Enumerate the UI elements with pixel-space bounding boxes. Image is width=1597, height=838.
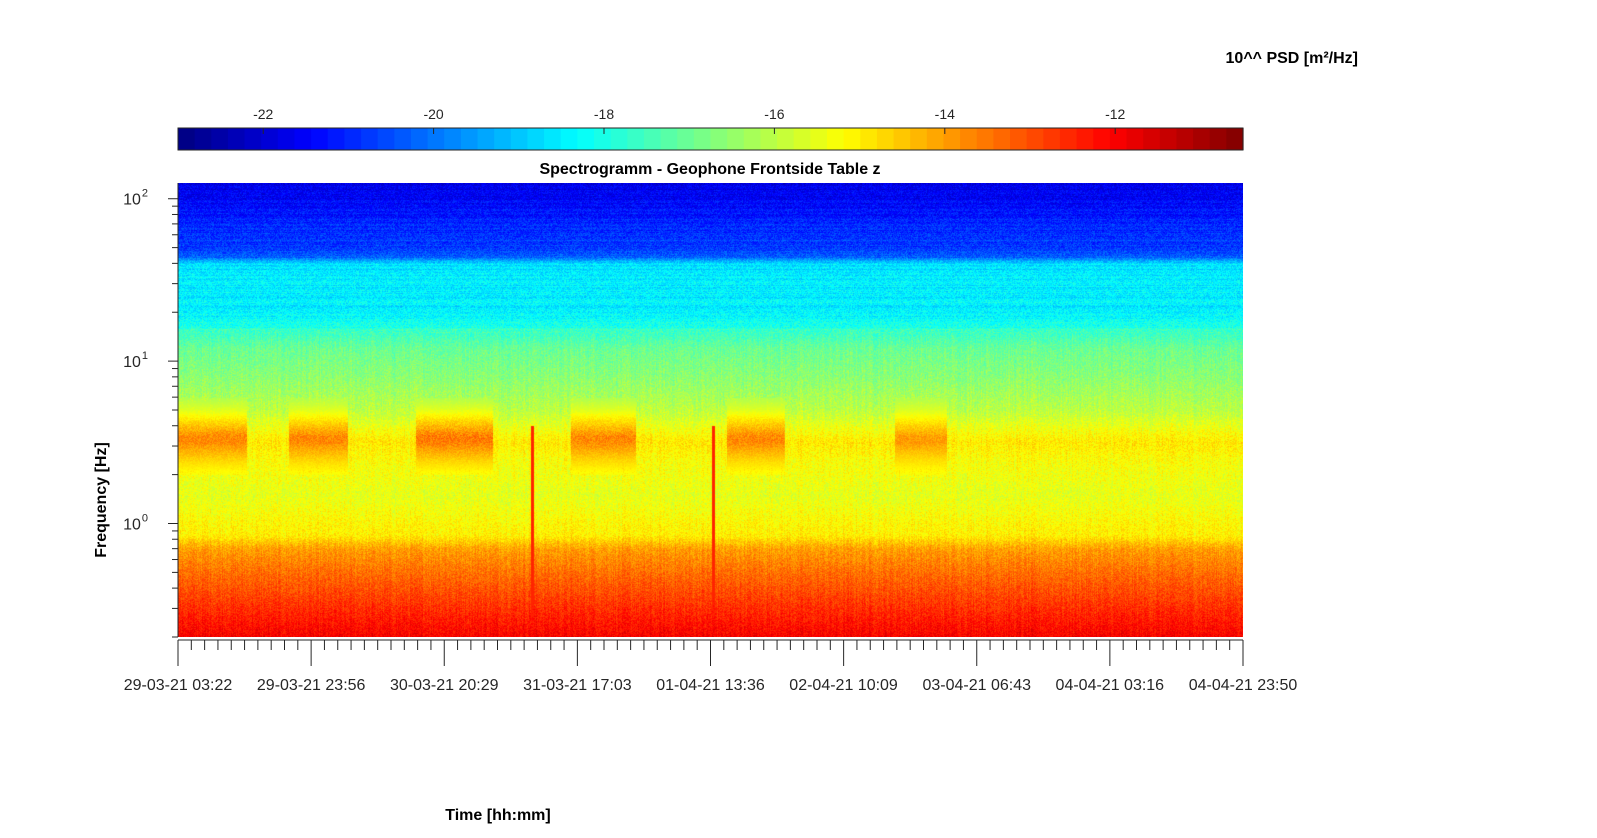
colorbar-swatch (427, 128, 445, 150)
colorbar-swatch (261, 128, 279, 150)
colorbar-swatch (1059, 128, 1078, 150)
colorbar-swatch (327, 128, 346, 150)
colorbar-swatch (1176, 128, 1194, 150)
colorbar-tick-label: -20 (423, 106, 443, 122)
colorbar-label: 10^^ PSD [m²/Hz] (1226, 50, 1358, 67)
colorbar-swatch (1093, 128, 1111, 150)
colorbar-swatch (960, 128, 978, 150)
colorbar-swatch (760, 128, 778, 150)
colorbar-swatch (361, 128, 379, 150)
colorbar-swatch (743, 128, 762, 150)
colorbar-swatch (244, 128, 262, 150)
colorbar-swatch (544, 128, 562, 150)
colorbar-tick-label: -14 (935, 106, 955, 122)
colorbar-swatch (810, 128, 828, 150)
colorbar-swatch (843, 128, 861, 150)
colorbar-swatch (410, 128, 429, 150)
colorbar-swatch (1076, 128, 1094, 150)
colorbar-swatch (693, 128, 712, 150)
colorbar-swatch (294, 128, 312, 150)
chart-title: Spectrogramm - Geophone Frontside Table … (539, 161, 880, 178)
colorbar-swatch (194, 128, 212, 150)
colorbar-swatch (394, 128, 412, 150)
x-tick-label: 02-04-21 10:09 (789, 677, 898, 694)
colorbar-swatch (943, 128, 961, 150)
x-tick-label: 30-03-21 20:29 (390, 677, 499, 694)
colorbar-swatch (993, 128, 1011, 150)
colorbar-swatch (227, 128, 246, 150)
colorbar-swatch (377, 128, 395, 150)
colorbar-swatch (660, 128, 678, 150)
colorbar-swatch (1026, 128, 1044, 150)
colorbar-tick-label: -18 (594, 106, 614, 122)
y-tick-label: 102 (123, 188, 148, 209)
colorbar-swatch (510, 128, 529, 150)
colorbar-swatch (976, 128, 994, 150)
colorbar-swatch (527, 128, 545, 150)
colorbar-swatch (893, 128, 911, 150)
colorbar-swatch (777, 128, 795, 150)
colorbar-swatch (460, 128, 479, 150)
colorbar-swatch (876, 128, 895, 150)
x-tick-label: 31-03-21 17:03 (523, 677, 632, 694)
x-tick-label: 01-04-21 13:36 (656, 677, 765, 694)
y-axis: 100 101 102 (123, 183, 179, 638)
colorbar-swatch (444, 128, 462, 150)
x-tick-label: 29-03-21 23:56 (257, 677, 366, 694)
colorbar-swatch (560, 128, 578, 150)
colorbar-swatch (577, 128, 595, 150)
colorbar-swatch (277, 128, 296, 150)
colorbar-swatch (1109, 128, 1128, 150)
colorbar-ticks: -22 -20 -18 -16 -14 -12 (253, 106, 1126, 134)
colorbar-swatch (643, 128, 662, 150)
colorbar-swatch (594, 128, 612, 150)
x-axis-label: Time [hh:mm] (445, 807, 550, 824)
colorbar-swatch (727, 128, 745, 150)
colorbar-swatch (826, 128, 845, 150)
x-tick-label: 04-04-21 23:50 (1189, 677, 1298, 694)
x-tick-label: 03-04-21 06:43 (922, 677, 1031, 694)
colorbar-swatch (793, 128, 811, 150)
colorbar-swatch (1043, 128, 1061, 150)
colorbar-swatch (677, 128, 695, 150)
y-axis-label: Frequency [Hz] (93, 442, 110, 558)
colorbar-swatch (926, 128, 945, 150)
y-tick-label: 100 (123, 513, 148, 534)
colorbar (177, 127, 1244, 151)
colorbar-swatch (610, 128, 628, 150)
colorbar-swatch (1209, 128, 1227, 150)
x-tick-label: 04-04-21 03:16 (1056, 677, 1165, 694)
colorbar-swatch (710, 128, 728, 150)
colorbar-swatch (344, 128, 362, 150)
colorbar-swatch (178, 128, 196, 150)
colorbar-swatch (1010, 128, 1028, 150)
colorbar-tick-label: -16 (764, 106, 784, 122)
colorbar-frame (177, 127, 1244, 151)
colorbar-tick-label: -12 (1105, 106, 1125, 122)
x-tick-label: 29-03-21 03:22 (124, 677, 233, 694)
colorbar-swatch (211, 128, 229, 150)
colorbar-swatch (477, 128, 495, 150)
colorbar-swatch (910, 128, 928, 150)
colorbar-swatch (1159, 128, 1178, 150)
colorbar-swatch (311, 128, 329, 150)
colorbar-swatch (1143, 128, 1161, 150)
colorbar-swatch (1193, 128, 1211, 150)
colorbar-swatch (1126, 128, 1144, 150)
colorbar-swatch (1226, 128, 1244, 150)
x-axis: 29-03-21 03:22 29-03-21 23:56 30-03-21 20:… (124, 639, 1298, 694)
y-tick-label: 101 (123, 350, 148, 371)
colorbar-swatch (860, 128, 878, 150)
colorbar-swatch (494, 128, 512, 150)
colorbar-swatch (627, 128, 645, 150)
colorbar-tick-label: -22 (253, 106, 273, 122)
spectrogram-image (178, 183, 1243, 637)
